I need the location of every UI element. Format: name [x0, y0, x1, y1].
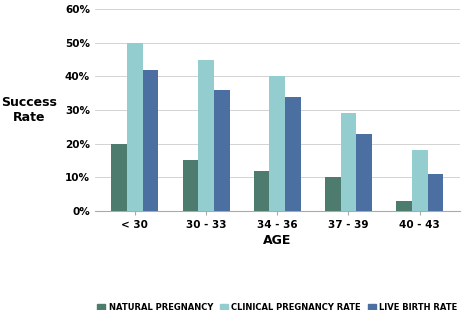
Text: Success
Rate: Success Rate	[1, 96, 57, 124]
Bar	[325, 177, 341, 211]
Bar	[143, 70, 158, 211]
Bar	[198, 60, 214, 211]
Bar	[214, 90, 229, 211]
Bar	[341, 113, 356, 211]
Bar	[356, 134, 372, 211]
Bar	[285, 97, 301, 211]
Bar	[111, 144, 127, 211]
Bar	[396, 201, 412, 211]
Legend: NATURAL PREGNANCY, CLINICAL PREGNANCY RATE, LIVE BIRTH RATE: NATURAL PREGNANCY, CLINICAL PREGNANCY RA…	[94, 299, 461, 310]
X-axis label: AGE: AGE	[263, 234, 292, 247]
Bar	[182, 161, 198, 211]
Bar	[412, 150, 428, 211]
Bar	[127, 43, 143, 211]
Bar	[269, 77, 285, 211]
Bar	[428, 174, 443, 211]
Bar	[254, 170, 269, 211]
